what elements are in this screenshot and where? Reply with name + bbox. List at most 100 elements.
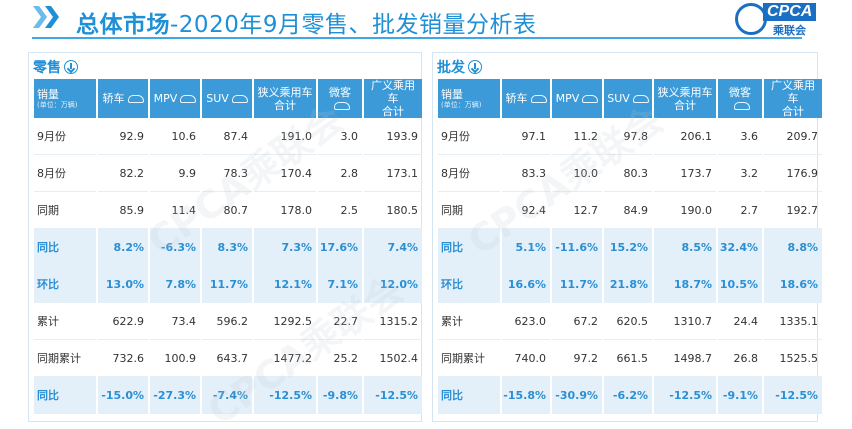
wholesale-header-row: 销量 (单位：万辆) 轿车 MPV SUV 狭义乘用车 合计 微客 广义乘用车 合计 xyxy=(438,79,822,118)
table-cell: 10.0 xyxy=(552,155,602,192)
table-cell: 97.2 xyxy=(552,340,602,377)
header-cell-label: 销量 (单位：万辆) xyxy=(438,79,500,118)
row-label: 累计 xyxy=(438,303,500,340)
table-cell: 16.6% xyxy=(502,266,550,303)
page-title-main: 总体市场 xyxy=(76,12,170,38)
row-label: 环比 xyxy=(34,266,96,303)
car-icon xyxy=(582,95,599,103)
retail-section-title: 零售 xyxy=(33,60,61,76)
table-cell: 1525.5 xyxy=(764,340,822,377)
table-cell: -6.2% xyxy=(604,377,652,414)
table-cell: -9.8% xyxy=(318,377,362,414)
retail-header-row: 销量 (单位：万辆) 轿车 MPV SUV 狭义乘用车 合计 微客 广义乘用车 合计 xyxy=(34,79,422,118)
column-header: 微客 xyxy=(318,79,362,118)
table-cell: 8.8% xyxy=(764,229,822,266)
column-header-text: 合计 xyxy=(274,98,296,112)
row-label: 同期累计 xyxy=(438,340,500,377)
table-cell: 18.6% xyxy=(764,266,822,303)
table-cell: 7.3% xyxy=(254,229,316,266)
logo-subtext: 乘联会 xyxy=(773,24,806,37)
table-cell: 620.5 xyxy=(604,303,652,340)
header-label: 销量 xyxy=(441,87,463,101)
row-label: 同期累计 xyxy=(34,340,96,377)
car-icon xyxy=(180,95,197,103)
table-cell: 10.5% xyxy=(718,266,762,303)
row-label: 9月份 xyxy=(34,118,96,155)
table-row: 累计 622.9 73.4 596.2 1292.5 22.7 1315.2 xyxy=(34,303,422,340)
column-header: 广义乘用车 合计 xyxy=(364,79,422,118)
table-cell: 1292.5 xyxy=(254,303,316,340)
table-cell: 173.7 xyxy=(654,155,716,192)
table-cell: 22.7 xyxy=(318,303,362,340)
table-cell: 11.7% xyxy=(202,266,252,303)
table-row: 同比 8.2% -6.3% 8.3% 7.3% 17.6% 7.4% xyxy=(34,229,422,266)
car-icon xyxy=(127,95,144,103)
wholesale-section-title: 批发 xyxy=(437,60,465,76)
table-cell: 5.1% xyxy=(502,229,550,266)
column-header: 微客 xyxy=(718,79,762,118)
column-header: MPV xyxy=(150,79,200,118)
table-cell: 78.3 xyxy=(202,155,252,192)
column-header-text: 广义乘用车 xyxy=(371,79,415,105)
table-cell: 8.3% xyxy=(202,229,252,266)
retail-table: 销量 (单位：万辆) 轿车 MPV SUV 狭义乘用车 合计 微客 广义乘用车 合计 9月份 92.… xyxy=(32,79,424,414)
table-cell: 643.7 xyxy=(202,340,252,377)
column-header: 广义乘用车 合计 xyxy=(764,79,822,118)
table-cell: 3.6 xyxy=(718,118,762,155)
table-cell: 17.6% xyxy=(318,229,362,266)
row-label: 同期 xyxy=(438,192,500,229)
table-row: 同比 5.1% -11.6% 15.2% 8.5% 32.4% 8.8% xyxy=(438,229,822,266)
column-header-text: 轿车 xyxy=(102,92,125,105)
page-header: 总体市场-2020年9月零售、批发销量分析表 CPCA 乘联会 xyxy=(0,0,852,46)
table-row: 累计 623.0 67.2 620.5 1310.7 24.4 1335.1 xyxy=(438,303,822,340)
table-cell: -12.5% xyxy=(764,377,822,414)
table-cell: 623.0 xyxy=(502,303,550,340)
table-cell: 192.7 xyxy=(764,192,822,229)
cpca-logo: CPCA 乘联会 xyxy=(735,3,817,37)
table-cell: 11.2 xyxy=(552,118,602,155)
table-cell: -12.5% xyxy=(364,377,422,414)
table-cell: -6.3% xyxy=(150,229,200,266)
table-cell: 18.7% xyxy=(654,266,716,303)
table-cell: 11.4 xyxy=(150,192,200,229)
table-cell: 92.4 xyxy=(502,192,550,229)
table-cell: 596.2 xyxy=(202,303,252,340)
table-cell: 1477.2 xyxy=(254,340,316,377)
table-cell: 176.9 xyxy=(764,155,822,192)
car-icon xyxy=(632,95,649,103)
column-header-text: 狭义乘用车 xyxy=(657,85,713,99)
table-cell: 13.0% xyxy=(98,266,148,303)
column-header: 狭义乘用车 合计 xyxy=(654,79,716,118)
wholesale-table: 销量 (单位：万辆) 轿车 MPV SUV 狭义乘用车 合计 微客 广义乘用车 合计 9月份 97.… xyxy=(436,79,824,414)
table-cell: 206.1 xyxy=(654,118,716,155)
table-cell: 12.1% xyxy=(254,266,316,303)
page-title: 总体市场-2020年9月零售、批发销量分析表 xyxy=(76,5,536,39)
row-label: 环比 xyxy=(438,266,500,303)
table-cell: 1498.7 xyxy=(654,340,716,377)
title-divider xyxy=(32,37,802,39)
row-label: 同比 xyxy=(34,377,96,414)
table-cell: 622.9 xyxy=(98,303,148,340)
table-cell: 26.8 xyxy=(718,340,762,377)
table-cell: 10.6 xyxy=(150,118,200,155)
table-cell: 82.2 xyxy=(98,155,148,192)
table-cell: 12.0% xyxy=(364,266,422,303)
header-cell-label: 销量 (单位：万辆) xyxy=(34,79,96,118)
table-cell: 24.4 xyxy=(718,303,762,340)
table-cell: 2.5 xyxy=(318,192,362,229)
table-cell: 209.7 xyxy=(764,118,822,155)
row-label: 9月份 xyxy=(438,118,500,155)
table-cell: 2.7 xyxy=(718,192,762,229)
row-label: 同期 xyxy=(34,192,96,229)
table-cell: 173.1 xyxy=(364,155,422,192)
car-icon xyxy=(733,101,750,110)
table-cell: 85.9 xyxy=(98,192,148,229)
table-cell: 190.0 xyxy=(654,192,716,229)
header-unit: (单位：万辆) xyxy=(441,100,482,109)
table-cell: 97.8 xyxy=(604,118,652,155)
table-cell: 11.7% xyxy=(552,266,602,303)
car-icon xyxy=(530,95,547,103)
header-label: 销量 xyxy=(37,87,59,101)
column-header: MPV xyxy=(552,79,602,118)
car-icon xyxy=(231,95,248,103)
